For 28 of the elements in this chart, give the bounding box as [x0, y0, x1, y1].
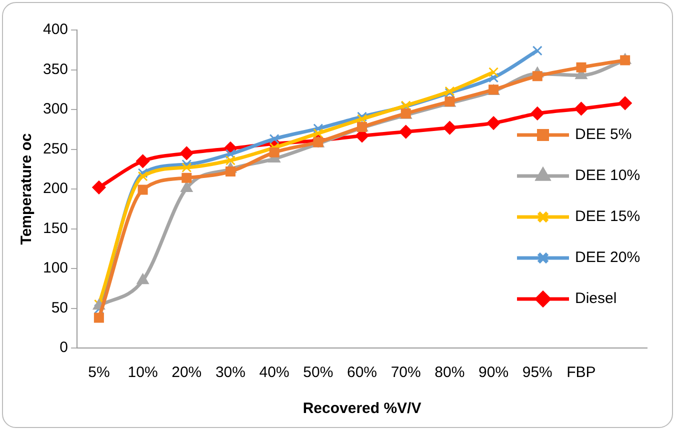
x-tick-label: 80% — [434, 364, 465, 382]
x-tick-label: 90% — [478, 364, 509, 382]
y-axis-title: Temperature oc — [18, 133, 36, 245]
y-tick-label: 150 — [42, 220, 68, 237]
x-tick-label: 40% — [259, 364, 290, 382]
x-tick-label: 30% — [215, 364, 246, 382]
y-tick-label: 250 — [42, 140, 68, 158]
x-tick-label: FBP — [566, 364, 596, 382]
x-tick-label: 70% — [390, 364, 421, 382]
legend-label: DEE 10% — [575, 167, 640, 184]
legend-label: Diesel — [575, 290, 617, 308]
x-axis-title: Recovered %V/V — [302, 400, 422, 418]
y-tick-label: 50 — [51, 299, 68, 316]
y-tick-label: 350 — [42, 60, 68, 78]
y-tick-label: 100 — [42, 260, 68, 277]
y-tick-label: 0 — [60, 339, 68, 356]
y-tick-label: 400 — [42, 21, 68, 38]
x-tick-label: 5% — [88, 364, 110, 382]
x-tick-label: 20% — [172, 364, 202, 382]
legend-label: DEE 15% — [575, 208, 640, 226]
x-tick-label: 50% — [303, 364, 334, 382]
x-tick-label: 60% — [347, 364, 378, 382]
legend-label: DEE 5% — [575, 126, 632, 144]
y-tick-label: 300 — [42, 100, 68, 118]
legend-label: DEE 20% — [575, 249, 640, 266]
x-tick-label: 95% — [522, 364, 552, 382]
x-tick-label: 10% — [128, 364, 158, 382]
y-tick-label: 200 — [42, 180, 68, 198]
